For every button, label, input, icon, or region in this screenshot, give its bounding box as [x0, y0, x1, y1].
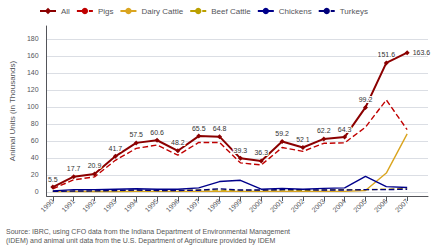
svg-text:All: All: [61, 7, 70, 16]
svg-text:100: 100: [27, 103, 39, 110]
svg-text:1998: 1998: [206, 197, 222, 213]
svg-text:Chickens: Chickens: [279, 7, 312, 16]
svg-text:1991: 1991: [60, 197, 76, 213]
svg-text:48.2: 48.2: [171, 139, 185, 146]
svg-text:2004: 2004: [331, 197, 347, 213]
svg-text:57.5: 57.5: [129, 131, 143, 138]
svg-text:2001: 2001: [269, 197, 285, 213]
svg-text:5.5: 5.5: [48, 176, 58, 183]
svg-text:60: 60: [31, 137, 39, 144]
svg-text:39.3: 39.3: [234, 147, 248, 154]
svg-text:1990: 1990: [39, 197, 55, 213]
svg-text:2003: 2003: [310, 197, 326, 213]
svg-text:2006: 2006: [373, 197, 389, 213]
svg-text:Beef Cattle: Beef Cattle: [211, 7, 251, 16]
svg-text:1992: 1992: [81, 197, 97, 213]
svg-text:64.8: 64.8: [213, 125, 227, 132]
svg-text:41.7: 41.7: [109, 145, 123, 152]
svg-text:2007: 2007: [394, 197, 410, 213]
svg-text:1996: 1996: [164, 197, 180, 213]
svg-text:180: 180: [27, 35, 39, 42]
svg-text:151.6: 151.6: [378, 51, 396, 58]
svg-text:99.2: 99.2: [359, 96, 373, 103]
svg-text:64.3: 64.3: [338, 126, 352, 133]
svg-text:120: 120: [27, 86, 39, 93]
svg-text:140: 140: [27, 69, 39, 76]
svg-text:1994: 1994: [123, 197, 139, 213]
svg-text:163.6: 163.6: [413, 49, 431, 56]
svg-text:59.2: 59.2: [275, 130, 289, 137]
svg-text:Dairy Cattle: Dairy Cattle: [141, 7, 183, 16]
svg-text:60.6: 60.6: [150, 129, 164, 136]
svg-text:Source: IBRC, using CFO data f: Source: IBRC, using CFO data from the In…: [6, 228, 290, 236]
svg-text:1999: 1999: [227, 197, 243, 213]
svg-text:0: 0: [35, 188, 39, 195]
svg-text:20: 20: [31, 171, 39, 178]
svg-text:40: 40: [31, 154, 39, 161]
svg-text:Animal Units (in Thousands): Animal Units (in Thousands): [8, 60, 17, 161]
svg-text:52.1: 52.1: [296, 136, 310, 143]
svg-text:Turkeys: Turkeys: [340, 7, 368, 16]
svg-text:20.9: 20.9: [88, 162, 102, 169]
svg-text:2002: 2002: [289, 197, 305, 213]
svg-text:1993: 1993: [102, 197, 118, 213]
svg-text:2000: 2000: [248, 197, 264, 213]
svg-text:65.5: 65.5: [192, 125, 206, 132]
svg-text:80: 80: [31, 120, 39, 127]
svg-text:(IDEM) and animal unit data fr: (IDEM) and animal unit data from the U.S…: [6, 237, 275, 245]
svg-text:160: 160: [27, 52, 39, 59]
svg-text:2005: 2005: [352, 197, 368, 213]
svg-text:62.2: 62.2: [317, 127, 331, 134]
svg-text:36.3: 36.3: [254, 149, 268, 156]
svg-text:1995: 1995: [144, 197, 160, 213]
svg-text:Pigs: Pigs: [98, 7, 114, 16]
svg-text:1997: 1997: [185, 197, 201, 213]
svg-text:17.7: 17.7: [67, 165, 81, 172]
